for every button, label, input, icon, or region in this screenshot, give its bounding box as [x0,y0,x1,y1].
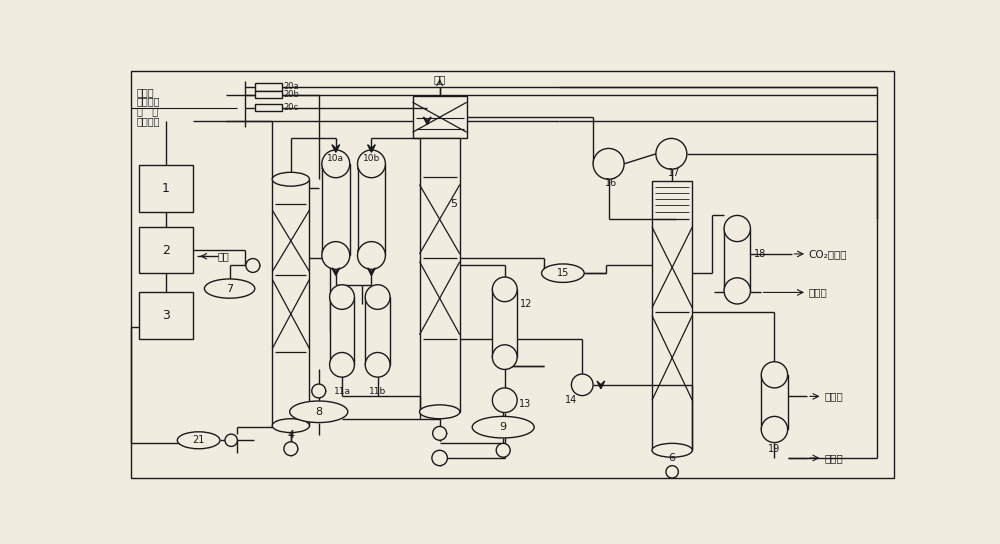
Bar [365,297,390,365]
Ellipse shape [652,443,692,457]
Text: 11a: 11a [334,387,351,396]
Text: 6: 6 [669,453,676,463]
Polygon shape [332,268,340,275]
Ellipse shape [358,150,385,178]
Text: CO₂产品气: CO₂产品气 [809,249,847,259]
Text: 5: 5 [450,199,457,209]
Ellipse shape [322,150,350,178]
Text: 7: 7 [226,283,233,294]
Text: 10a: 10a [327,154,344,163]
Ellipse shape [365,285,390,310]
Bar [330,297,354,365]
Text: 3: 3 [162,309,170,322]
Circle shape [666,466,678,478]
Circle shape [656,138,687,169]
Text: 8: 8 [315,407,322,417]
Ellipse shape [420,405,460,419]
Ellipse shape [330,285,354,310]
Ellipse shape [492,345,517,369]
Bar [255,104,282,112]
Bar [139,165,193,212]
Text: 19: 19 [768,444,781,454]
Ellipse shape [177,432,220,449]
Bar [255,91,282,98]
Ellipse shape [724,215,750,242]
Circle shape [492,388,517,412]
Text: 液态水: 液态水 [824,391,843,401]
Bar [761,375,788,430]
Text: 14: 14 [565,395,578,405]
Text: 20c: 20c [284,103,299,112]
Bar [358,164,385,256]
Ellipse shape [472,416,534,438]
Ellipse shape [272,172,309,186]
Ellipse shape [492,277,517,302]
Circle shape [496,443,510,457]
Ellipse shape [761,416,788,443]
Text: 4: 4 [287,430,294,440]
Text: 2: 2 [162,244,170,257]
Bar [652,181,692,450]
Bar [139,227,193,273]
Ellipse shape [724,278,750,304]
Text: 18: 18 [754,249,767,259]
Circle shape [593,149,624,179]
Text: 冷凝水: 冷凝水 [809,287,827,298]
Text: 16: 16 [605,178,617,188]
Circle shape [571,374,593,395]
Text: 13: 13 [519,399,531,409]
Text: 9: 9 [500,422,507,432]
Polygon shape [368,145,375,152]
Ellipse shape [542,264,584,282]
Bar [139,293,193,338]
Text: 来自电厂: 来自电厂 [137,96,160,107]
Circle shape [432,450,447,466]
Ellipse shape [365,353,390,377]
Text: 11b: 11b [369,387,386,396]
Circle shape [312,384,326,398]
Ellipse shape [272,419,309,432]
Circle shape [225,434,237,447]
Bar [413,96,467,138]
Text: 烟   气: 烟 气 [137,107,158,116]
Text: 20a: 20a [284,82,300,91]
Ellipse shape [204,279,255,298]
Text: 水蒸汽: 水蒸汽 [137,87,154,97]
Polygon shape [597,381,605,388]
Text: 21: 21 [192,435,205,446]
Bar [420,138,460,412]
Text: 1: 1 [162,182,170,195]
Text: 来自电厂: 来自电厂 [137,116,160,126]
Ellipse shape [290,401,348,423]
Bar [272,179,309,425]
Text: 20b: 20b [284,90,300,99]
Circle shape [284,442,298,456]
Bar [492,289,517,357]
Polygon shape [332,145,340,152]
Ellipse shape [322,242,350,269]
Text: 12: 12 [520,299,533,309]
Polygon shape [423,117,431,125]
Circle shape [246,258,260,273]
Text: 排空: 排空 [433,74,446,84]
Text: 去补液: 去补液 [824,453,843,463]
Text: 17: 17 [668,168,680,178]
Ellipse shape [761,362,788,388]
Ellipse shape [358,242,385,269]
Text: 补液: 补液 [218,251,230,261]
Circle shape [433,426,447,440]
Bar [255,83,282,91]
Bar [724,228,750,291]
Ellipse shape [330,353,354,377]
Text: 15: 15 [557,268,569,278]
Text: 10b: 10b [363,154,380,163]
Polygon shape [368,268,375,275]
Bar [322,164,350,256]
